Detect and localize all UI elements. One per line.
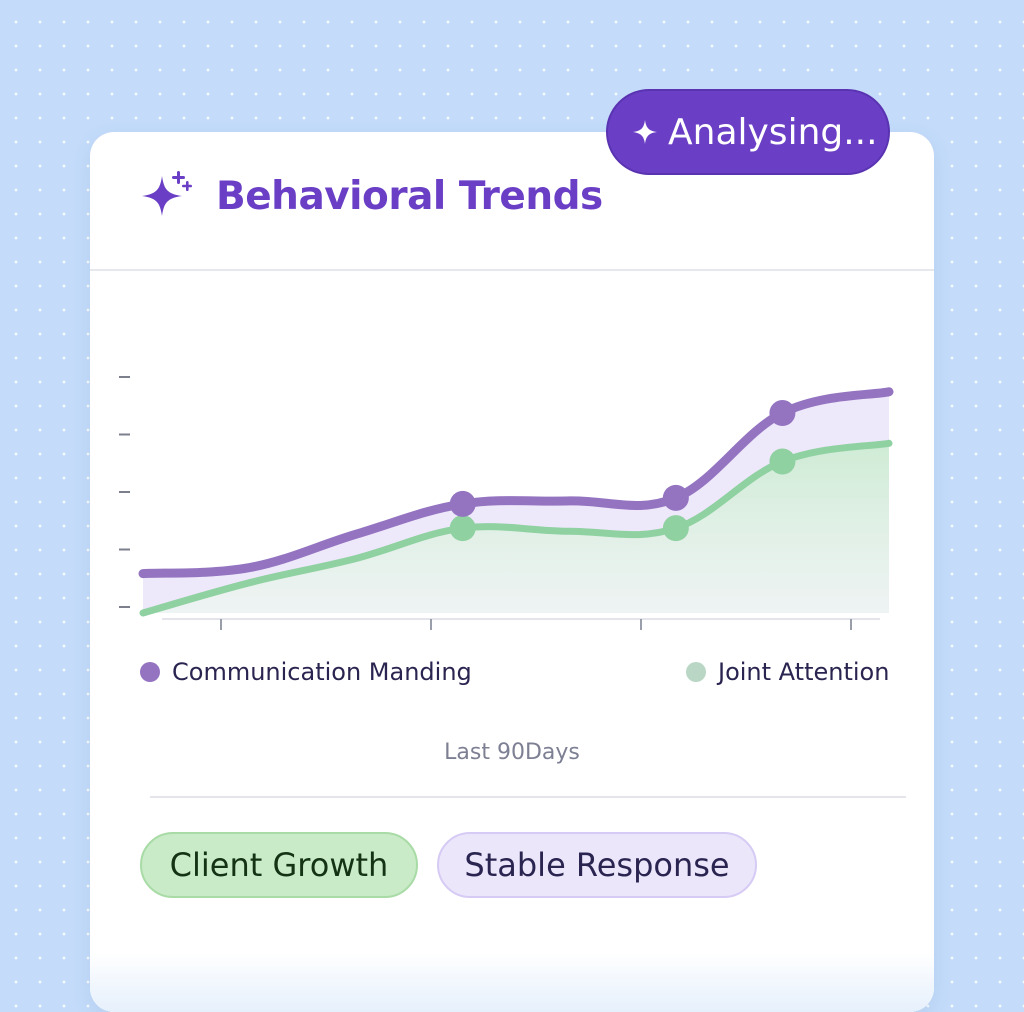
divider <box>150 796 906 798</box>
legend-dot <box>686 662 706 682</box>
behavioral-trends-chart <box>90 270 934 650</box>
tag-stable-response[interactable]: Stable Response <box>437 832 757 898</box>
communication-manding-line <box>138 387 894 579</box>
joint-attention-line <box>139 439 893 617</box>
communication-manding-point <box>662 484 689 511</box>
analysing-status-label: Analysing... <box>668 111 878 153</box>
tag-client-growth[interactable]: Client Growth <box>140 832 418 898</box>
legend-dot <box>140 662 160 682</box>
legend-label: Joint Attention <box>718 658 890 686</box>
chart-svg <box>119 376 894 630</box>
period-label: Last 90Days <box>444 740 580 765</box>
card-bottom-fade <box>90 952 934 1012</box>
sparkles-icon <box>142 171 192 216</box>
legend-item-joint-attention: Joint Attention <box>686 658 889 686</box>
legend-label: Communication Manding <box>172 658 472 686</box>
card-title: Behavioral Trends <box>216 174 603 219</box>
communication-manding-point <box>449 490 476 517</box>
joint-attention-point <box>449 515 476 542</box>
analysing-status-button[interactable]: Analysing... <box>606 89 890 175</box>
joint-attention-point <box>662 515 689 542</box>
card-header: Behavioral Trends <box>90 132 934 271</box>
joint-attention-point <box>769 448 796 475</box>
communication-manding-point <box>769 400 796 427</box>
sparkle-icon <box>633 120 657 144</box>
legend-item-communication-manding: Communication Manding <box>140 658 472 686</box>
